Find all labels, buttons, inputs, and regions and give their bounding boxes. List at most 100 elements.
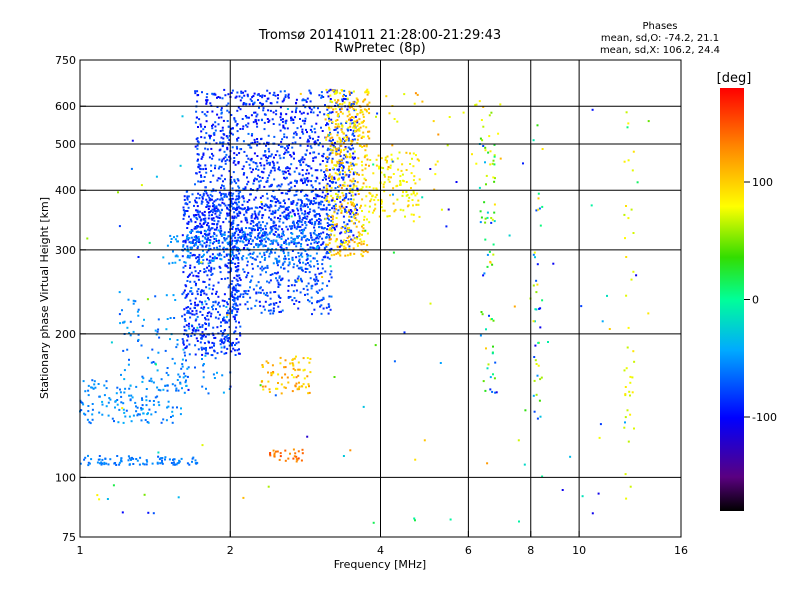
data-point	[287, 254, 290, 257]
data-point	[223, 88, 226, 91]
data-point	[290, 215, 293, 218]
data-point	[318, 188, 321, 191]
data-point	[194, 353, 197, 356]
data-point	[290, 236, 293, 239]
data-point	[118, 463, 121, 466]
data-point	[368, 112, 371, 115]
data-point	[189, 273, 191, 276]
data-point	[231, 215, 234, 218]
data-point	[331, 224, 334, 226]
data-point	[320, 91, 323, 94]
data-point	[188, 241, 191, 244]
data-point	[195, 309, 198, 312]
data-point	[119, 388, 121, 391]
data-point	[417, 203, 420, 206]
data-point	[343, 239, 346, 242]
data-point	[249, 193, 252, 196]
data-point	[225, 153, 228, 156]
data-point	[203, 136, 206, 139]
data-point	[346, 108, 349, 111]
data-point	[215, 205, 218, 208]
data-point	[183, 313, 186, 316]
data-point	[239, 108, 242, 111]
data-point	[231, 249, 234, 252]
data-point	[281, 309, 284, 312]
data-point	[236, 91, 239, 94]
data-point	[627, 217, 630, 220]
data-point	[201, 353, 204, 356]
data-point	[176, 343, 179, 346]
data-point	[182, 266, 185, 269]
data-point	[308, 239, 310, 241]
data-point	[121, 511, 124, 514]
data-point	[107, 414, 110, 417]
data-point	[418, 159, 420, 162]
data-point	[319, 203, 322, 206]
data-point	[316, 282, 318, 285]
data-point	[291, 146, 294, 149]
data-point	[312, 257, 315, 260]
data-point	[281, 118, 284, 121]
data-point	[348, 118, 350, 121]
data-point	[210, 210, 213, 212]
data-point	[273, 164, 276, 167]
data-point	[287, 251, 290, 254]
data-point	[244, 187, 247, 190]
data-point	[183, 198, 186, 201]
data-point	[345, 120, 348, 123]
data-point	[246, 274, 249, 277]
data-point	[250, 157, 253, 160]
data-point	[309, 152, 312, 155]
data-point	[263, 128, 266, 131]
data-point	[249, 231, 252, 234]
y-tick-label: 300	[55, 244, 76, 257]
data-point	[356, 128, 359, 131]
data-point	[385, 95, 388, 98]
data-point	[224, 204, 227, 207]
colorbar-tick-label: -100	[752, 411, 777, 424]
data-point	[236, 241, 238, 244]
data-point	[250, 114, 253, 117]
data-point	[219, 198, 222, 201]
data-point	[151, 348, 154, 351]
data-point	[282, 262, 285, 265]
data-point	[411, 157, 413, 160]
data-point	[356, 181, 359, 184]
data-point	[186, 256, 189, 259]
data-point	[254, 196, 257, 199]
data-point	[211, 257, 214, 260]
data-point	[336, 173, 339, 176]
data-point	[533, 379, 536, 382]
data-point	[377, 154, 380, 157]
data-point	[195, 257, 198, 260]
data-point	[325, 184, 328, 187]
data-point	[213, 342, 216, 345]
data-point	[352, 122, 355, 125]
data-point	[194, 307, 196, 309]
data-point	[352, 152, 355, 155]
data-point	[316, 169, 319, 172]
data-point	[270, 153, 273, 156]
data-point	[210, 274, 213, 276]
data-point	[220, 258, 223, 261]
data-point	[260, 202, 263, 205]
data-point	[339, 151, 342, 153]
data-point	[316, 213, 319, 215]
data-point	[172, 458, 174, 461]
data-point	[269, 102, 272, 105]
data-point	[355, 219, 358, 221]
data-point	[211, 222, 214, 225]
data-point	[335, 92, 337, 95]
data-point	[399, 180, 402, 182]
data-point	[306, 255, 309, 258]
data-point	[317, 240, 320, 243]
data-point	[227, 286, 230, 289]
data-point	[266, 157, 269, 159]
data-point	[625, 111, 628, 114]
data-point	[320, 272, 323, 275]
data-point	[209, 228, 212, 231]
data-point	[130, 394, 133, 397]
data-point	[362, 242, 365, 245]
data-point	[489, 376, 492, 379]
data-point	[336, 168, 339, 171]
